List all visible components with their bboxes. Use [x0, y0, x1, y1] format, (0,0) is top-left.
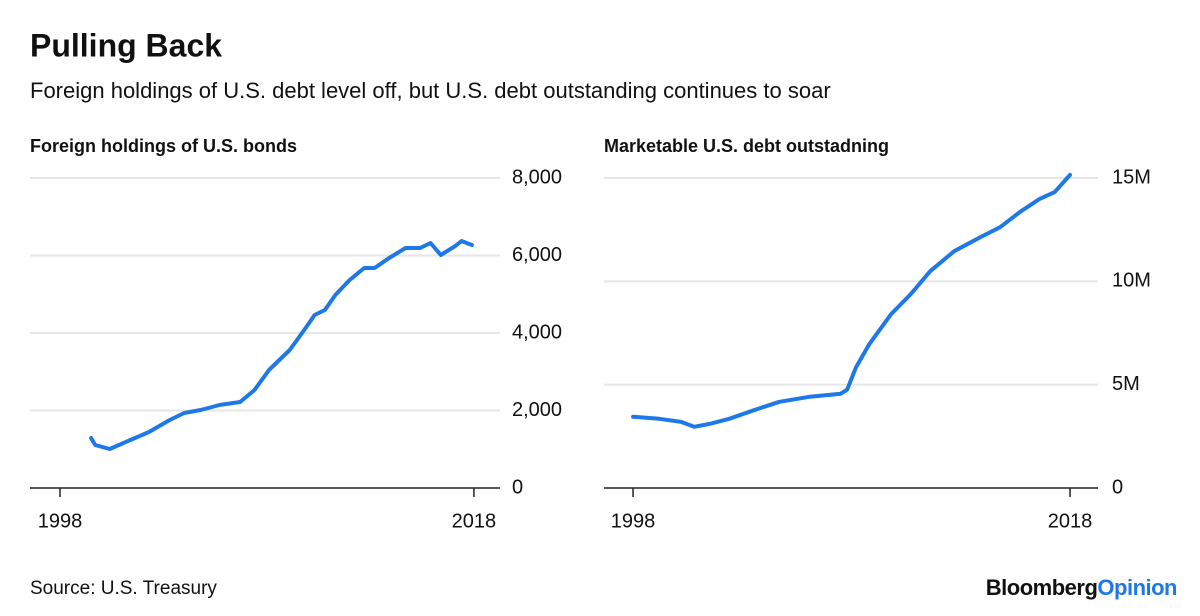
line: [631, 172, 1072, 429]
y-tick-label: 6,000: [512, 244, 562, 266]
logo-suffix: Opinion: [1097, 575, 1177, 600]
y-tick-label: 15M: [1112, 166, 1151, 188]
y-tick-label: 0: [512, 476, 523, 498]
logo-brand: Bloomberg: [986, 575, 1098, 600]
x-tick-label: 1998: [38, 510, 83, 532]
x-tick-label: 1998: [611, 510, 656, 532]
chart-title: Foreign holdings of U.S. bonds: [30, 136, 297, 156]
x-tick-label: 2018: [452, 510, 497, 532]
subtitle: Foreign holdings of U.S. debt level off,…: [30, 78, 831, 103]
y-tick-label: 0: [1112, 476, 1123, 498]
x-tick-label: 2018: [1048, 510, 1093, 532]
title: Pulling Back: [30, 27, 222, 63]
y-tick-label: 4,000: [512, 321, 562, 343]
logo: BloombergOpinion: [986, 575, 1177, 600]
chart-title: Marketable U.S. debt outstadning: [604, 136, 889, 156]
source: Source: U.S. Treasury: [30, 578, 217, 599]
y-tick-label: 8,000: [512, 166, 562, 188]
y-tick-label: 5M: [1112, 373, 1140, 395]
line: [89, 239, 474, 451]
y-tick-label: 10M: [1112, 270, 1151, 292]
y-tick-label: 2,000: [512, 399, 562, 421]
